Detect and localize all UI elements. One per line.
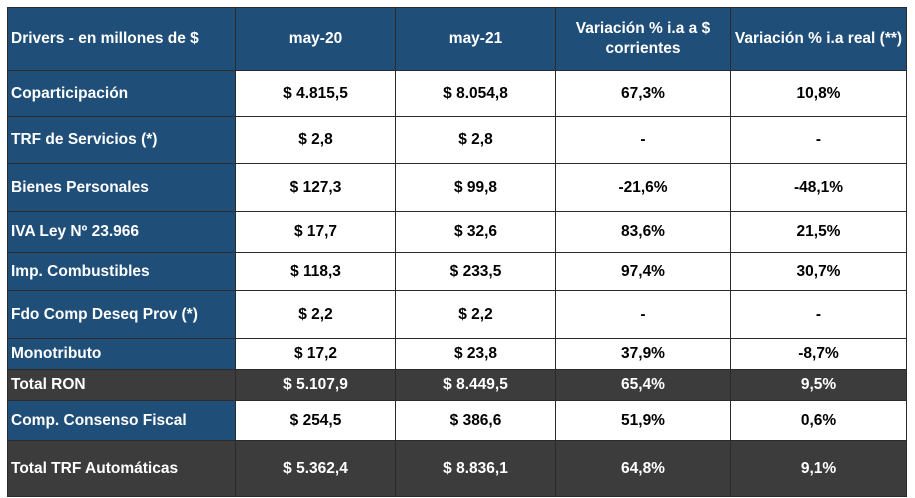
cell-var-real: -48,1% (730, 163, 907, 212)
table-row: IVA Ley Nº 23.966 $ 17,7 $ 32,6 83,6% 21… (7, 211, 907, 253)
cell-var-real: 9,1% (730, 440, 907, 497)
cell-var-corrientes: 65,4% (555, 369, 731, 401)
row-label: Coparticipación (7, 70, 236, 117)
cell-may21: $ 386,6 (395, 400, 556, 441)
row-label: Fdo Comp Deseq Prov (*) (7, 290, 236, 339)
total-row: Total RON $ 5.107,9 $ 8.449,5 65,4% 9,5% (7, 369, 907, 401)
cell-var-corrientes: 97,4% (555, 252, 731, 291)
cell-var-corrientes: 64,8% (555, 440, 731, 497)
cell-may20: $ 4.815,5 (235, 70, 396, 117)
cell-may20: $ 254,5 (235, 400, 396, 441)
header-may21: may-21 (395, 7, 556, 71)
cell-var-real: 21,5% (730, 211, 907, 253)
cell-var-corrientes: 83,6% (555, 211, 731, 253)
cell-may21: $ 8.054,8 (395, 70, 556, 117)
cell-var-real: - (730, 116, 907, 164)
table-row: Comp. Consenso Fiscal $ 254,5 $ 386,6 51… (7, 400, 907, 441)
cell-var-corrientes: 51,9% (555, 400, 731, 441)
table-row: TRF de Servicios (*) $ 2,8 $ 2,8 - - (7, 116, 907, 164)
cell-may20: $ 5.107,9 (235, 369, 396, 401)
header-variacion-corrientes: Variación % i.a a $ corrientes (555, 7, 731, 71)
cell-var-real: 10,8% (730, 70, 907, 117)
cell-var-corrientes: 67,3% (555, 70, 731, 117)
cell-var-corrientes: 37,9% (555, 338, 731, 370)
cell-may20: $ 17,2 (235, 338, 396, 370)
row-label: IVA Ley Nº 23.966 (7, 211, 236, 253)
row-label: Total TRF Automáticas (7, 440, 236, 497)
cell-may21: $ 2,2 (395, 290, 556, 339)
cell-var-real: 0,6% (730, 400, 907, 441)
table-row: Fdo Comp Deseq Prov (*) $ 2,2 $ 2,2 - - (7, 290, 907, 339)
table-row: Bienes Personales $ 127,3 $ 99,8 -21,6% … (7, 163, 907, 212)
total-row: Total TRF Automáticas $ 5.362,4 $ 8.836,… (7, 440, 907, 497)
cell-var-corrientes: -21,6% (555, 163, 731, 212)
cell-may21: $ 8.836,1 (395, 440, 556, 497)
cell-var-corrientes: - (555, 290, 731, 339)
cell-may20: $ 2,2 (235, 290, 396, 339)
cell-var-real: 30,7% (730, 252, 907, 291)
header-variacion-real: Variación % i.a real (**) (730, 7, 907, 71)
cell-may21: $ 8.449,5 (395, 369, 556, 401)
cell-may21: $ 2,8 (395, 116, 556, 164)
row-label: TRF de Servicios (*) (7, 116, 236, 164)
cell-var-real: 9,5% (730, 369, 907, 401)
row-label: Total RON (7, 369, 236, 401)
cell-may21: $ 32,6 (395, 211, 556, 253)
cell-may20: $ 118,3 (235, 252, 396, 291)
header-may20: may-20 (235, 7, 396, 71)
cell-var-real: - (730, 290, 907, 339)
row-label: Comp. Consenso Fiscal (7, 400, 236, 441)
cell-may20: $ 5.362,4 (235, 440, 396, 497)
cell-may21: $ 233,5 (395, 252, 556, 291)
cell-may21: $ 99,8 (395, 163, 556, 212)
cell-var-corrientes: - (555, 116, 731, 164)
header-drivers: Drivers - en millones de $ (7, 7, 236, 71)
drivers-table: Drivers - en millones de $ may-20 may-21… (7, 7, 907, 497)
table-row: Monotributo $ 17,2 $ 23,8 37,9% -8,7% (7, 338, 907, 370)
table-header-row: Drivers - en millones de $ may-20 may-21… (7, 7, 907, 71)
cell-may21: $ 23,8 (395, 338, 556, 370)
row-label: Monotributo (7, 338, 236, 370)
table-row: Coparticipación $ 4.815,5 $ 8.054,8 67,3… (7, 70, 907, 117)
table-row: Imp. Combustibles $ 118,3 $ 233,5 97,4% … (7, 252, 907, 291)
row-label: Bienes Personales (7, 163, 236, 212)
row-label: Imp. Combustibles (7, 252, 236, 291)
cell-may20: $ 127,3 (235, 163, 396, 212)
cell-may20: $ 17,7 (235, 211, 396, 253)
cell-var-real: -8,7% (730, 338, 907, 370)
cell-may20: $ 2,8 (235, 116, 396, 164)
